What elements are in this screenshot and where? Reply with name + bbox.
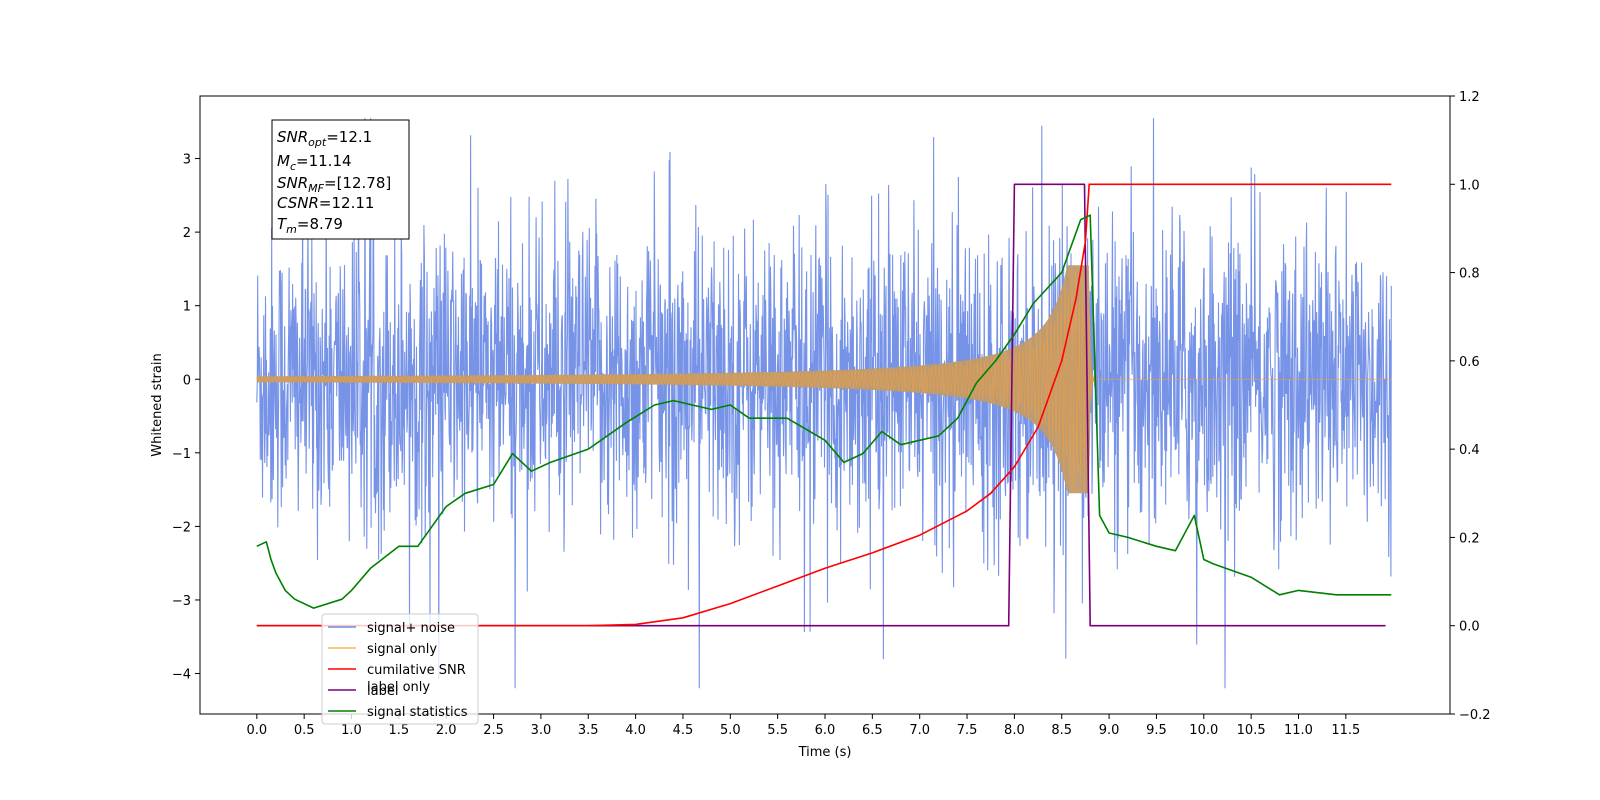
x-tick-label: 10.0 bbox=[1189, 723, 1218, 738]
left-y-tick-label: 0 bbox=[183, 373, 191, 388]
x-tick-label: 8.0 bbox=[1004, 723, 1025, 738]
x-tick-label: 10.5 bbox=[1237, 723, 1266, 738]
x-tick-label: 7.5 bbox=[957, 723, 978, 738]
left-y-tick-label: −3 bbox=[172, 594, 191, 609]
x-tick-label: 0.0 bbox=[246, 723, 267, 738]
right-y-tick-label: 0.0 bbox=[1459, 620, 1480, 635]
info-tm: Tm=8.79 bbox=[277, 215, 343, 236]
y-axis-label: Whitened strain bbox=[150, 353, 165, 456]
left-y-tick-label: −4 bbox=[172, 668, 191, 683]
plot-area bbox=[256, 118, 1392, 689]
x-tick-label: 4.0 bbox=[625, 723, 646, 738]
x-tick-label: 8.5 bbox=[1051, 723, 1072, 738]
right-y-tick-label: 1.2 bbox=[1459, 90, 1480, 105]
left-y-tick-label: 1 bbox=[183, 300, 191, 315]
x-tick-label: 6.0 bbox=[815, 723, 836, 738]
x-tick-label: 6.5 bbox=[862, 723, 883, 738]
series-signal-noise bbox=[256, 118, 1392, 689]
left-y-tick-label: 3 bbox=[183, 153, 191, 168]
info-snr-opt: SNRopt=12.1 bbox=[277, 128, 372, 149]
legend-ghost-label: label only bbox=[367, 680, 430, 695]
legend-label: signal only bbox=[367, 642, 437, 657]
legend-label: signal+ noise bbox=[367, 621, 455, 636]
x-tick-label: 2.5 bbox=[483, 723, 504, 738]
info-csnr: CSNR=12.11 bbox=[277, 194, 374, 212]
series-label bbox=[256, 183, 1386, 627]
left-y-tick-label: 2 bbox=[183, 226, 191, 241]
right-y-tick-label: 0.8 bbox=[1459, 267, 1480, 282]
legend-label: label bbox=[367, 684, 398, 699]
x-tick-label: 11.5 bbox=[1331, 723, 1360, 738]
x-axis-ticks: 0.0 0.5 1.0 1.5 2.0 2.5 3.0 3.5 4.0 4.5 5.0 5.5 6.0 6… bbox=[246, 714, 1360, 738]
x-tick-label: 11.0 bbox=[1284, 723, 1313, 738]
left-y-tick-label: −2 bbox=[172, 520, 191, 535]
series-signal-only-envelope bbox=[256, 265, 1392, 494]
x-tick-label: 4.5 bbox=[673, 723, 694, 738]
x-tick-label: 2.0 bbox=[436, 723, 457, 738]
x-tick-label: 1.5 bbox=[389, 723, 410, 738]
x-tick-label: 9.5 bbox=[1146, 723, 1167, 738]
x-tick-label: 5.5 bbox=[767, 723, 788, 738]
left-y-axis-ticks: 3 2 1 0 −1 −2 −3 −4 bbox=[172, 153, 200, 683]
info-box-frame bbox=[271, 119, 410, 240]
x-tick-label: 0.5 bbox=[294, 723, 315, 738]
x-tick-label: 3.5 bbox=[578, 723, 599, 738]
x-tick-label: 7.0 bbox=[909, 723, 930, 738]
info-mc: Mc=11.14 bbox=[277, 152, 352, 173]
series-signal-statistics bbox=[256, 214, 1392, 609]
right-y-axis-ticks: 1.2 1.0 0.8 0.6 0.4 0.2 0.0 −0.2 bbox=[1450, 90, 1491, 723]
right-y-tick-label: 0.6 bbox=[1459, 355, 1480, 370]
legend-label: cumilative SNR bbox=[367, 663, 466, 678]
right-y-tick-label: 0.4 bbox=[1459, 443, 1480, 458]
x-tick-label: 3.0 bbox=[531, 723, 552, 738]
legend-items: signal+ noise signal only cumilative SNR la… bbox=[328, 621, 468, 720]
info-snr-mf: SNRMF=[12.78] bbox=[277, 174, 391, 195]
series-cumulative-snr bbox=[256, 183, 1392, 627]
info-box: SNRopt=12.1 Mc=11.14 SNRMF=[12.78] CSNR=… bbox=[271, 119, 410, 240]
legend-label: signal statistics bbox=[367, 705, 468, 720]
x-tick-label: 9.0 bbox=[1099, 723, 1120, 738]
x-axis-label: Time (s) bbox=[798, 745, 852, 760]
left-y-tick-label: −1 bbox=[172, 447, 191, 462]
legend: label only signal+ noise signal only cumil… bbox=[321, 613, 479, 725]
right-y-tick-label: −0.2 bbox=[1459, 708, 1491, 723]
series-signal-only bbox=[256, 266, 1392, 494]
x-tick-label: 1.0 bbox=[341, 723, 362, 738]
right-y-tick-label: 1.0 bbox=[1459, 178, 1480, 193]
legend-frame bbox=[321, 613, 479, 725]
right-y-tick-label: 0.2 bbox=[1459, 531, 1480, 546]
x-tick-label: 5.0 bbox=[720, 723, 741, 738]
